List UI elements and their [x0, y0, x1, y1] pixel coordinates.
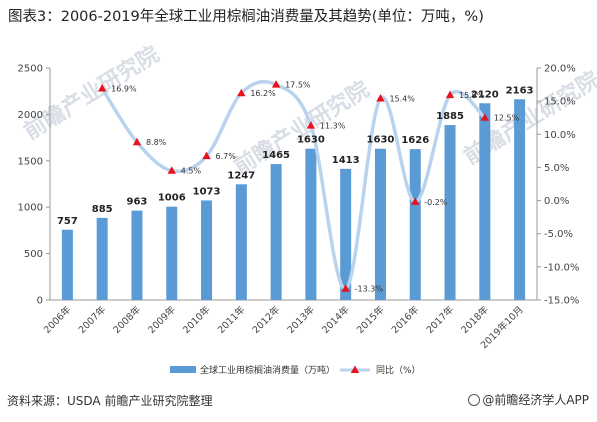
y-left-tick-label: 2500	[18, 64, 43, 75]
growth-value-label: 16.9%	[111, 85, 137, 94]
x-tick-label: 2006年	[41, 303, 74, 336]
growth-marker	[411, 197, 420, 205]
x-tick-label: 2008年	[111, 303, 144, 336]
growth-marker	[480, 113, 490, 121]
x-tick-label: 2014年	[319, 303, 352, 336]
bar-value-label: 1413	[332, 155, 360, 166]
y-left-tick-label: 1000	[18, 203, 43, 214]
x-tick-label: 2015年	[354, 303, 387, 336]
x-tick-label: 2010年	[180, 303, 213, 336]
growth-value-label: -13.3%	[355, 285, 384, 294]
growth-value-label: 6.7%	[216, 152, 237, 161]
bar	[305, 148, 317, 300]
bar-value-label: 1630	[367, 135, 395, 146]
y-right-tick-label: -15.0%	[544, 296, 579, 307]
x-tick-label: 2017年	[424, 303, 457, 336]
growth-marker	[237, 88, 246, 97]
growth-value-label: 16.2%	[250, 89, 276, 98]
bar-value-label: 1630	[297, 135, 325, 146]
growth-value-label: -0.2%	[424, 198, 448, 207]
y-right-tick-label: -5.0%	[544, 229, 573, 240]
growth-marker	[445, 90, 455, 99]
credit-note: @前瞻经济学人APP	[468, 391, 589, 408]
growth-marker	[97, 84, 107, 92]
growth-value-label: 11.3%	[320, 122, 346, 131]
bar	[514, 99, 526, 301]
legend-bar-label: 全球工业用棕榈油消费量（万吨）	[200, 364, 335, 376]
bar-value-label: 885	[92, 204, 113, 215]
y-right-tick-label: 15.0%	[544, 97, 576, 108]
x-tick-label: 2012年	[250, 303, 283, 336]
bar	[479, 103, 491, 300]
growth-line	[100, 80, 487, 291]
bar	[166, 206, 178, 300]
bar-value-label: 2163	[506, 85, 534, 96]
bar	[61, 229, 73, 300]
bar-value-label: 1626	[401, 135, 429, 146]
x-tick-label: 2007年	[76, 303, 109, 336]
growth-value-label: 12.5%	[494, 114, 520, 123]
legend-bar-swatch	[170, 366, 196, 373]
y-left-tick-label: 500	[24, 249, 43, 260]
growth-value-label: 8.8%	[146, 138, 167, 147]
y-left-tick-label: 0	[37, 296, 43, 307]
y-left-tick-label: 2000	[18, 110, 43, 121]
bar-value-label: 1006	[158, 193, 186, 204]
bar	[340, 168, 352, 300]
growth-value-label: 15.4%	[389, 94, 415, 103]
growth-marker	[376, 93, 385, 102]
labels-layer: 757 885 963 1006 1073 1247 1465 1630 1413 1630 162…	[57, 81, 534, 294]
y-right-tick-label: 0.0%	[544, 196, 569, 207]
bar	[201, 200, 213, 300]
x-tick-label: 2018年	[459, 303, 492, 336]
y-right-tick-label: 5.0%	[544, 163, 569, 174]
x-tick-label: 2013年	[285, 303, 318, 336]
growth-value-label: 4.5%	[181, 167, 202, 176]
x-tick-label: 2016年	[389, 303, 422, 336]
bar	[374, 148, 386, 300]
growth-value-label: 17.5%	[285, 81, 311, 90]
chart-title: 图表3：2006-2019年全球工业用棕榈油消费量及其趋势(单位：万吨，%)	[8, 9, 484, 25]
bar-value-label: 1885	[436, 111, 464, 122]
y-right-tick-label: -10.0%	[544, 262, 579, 273]
bar-value-label: 963	[127, 197, 148, 208]
growth-marker	[132, 137, 142, 146]
y-right-tick-label: 10.0%	[544, 130, 576, 141]
bar-value-label: 757	[57, 216, 78, 227]
bar-value-label: 1073	[193, 186, 221, 197]
bars-layer	[61, 99, 526, 301]
logo-icon	[468, 394, 481, 406]
bar	[444, 125, 456, 301]
source-note: 资料来源：USDA 前瞻产业研究院整理	[7, 394, 213, 408]
growth-marker	[306, 121, 316, 129]
growth-marker	[271, 80, 281, 88]
growth-marker	[167, 166, 176, 174]
bar-value-label: 1465	[262, 150, 290, 161]
x-tick-label: 2011年	[215, 303, 248, 336]
bar-value-label: 1247	[227, 170, 255, 181]
growth-marker	[341, 284, 350, 292]
x-tick-label: 2009年	[146, 303, 179, 336]
growth-value-label: 15.9%	[459, 91, 485, 100]
growth-marker	[202, 151, 211, 160]
bar	[131, 210, 143, 300]
y-left-tick-label: 1500	[18, 156, 43, 167]
bar	[96, 217, 108, 300]
bar	[235, 184, 247, 300]
line-layer	[97, 80, 490, 292]
legend: 全球工业用棕榈油消费量（万吨） 同比（%）	[170, 364, 421, 376]
legend-line-marker	[350, 365, 360, 373]
credit-text: @前瞻经济学人APP	[482, 393, 589, 407]
legend-line-label: 同比（%）	[376, 364, 421, 376]
bar-value-label: 2120	[471, 89, 499, 100]
bar	[409, 149, 421, 300]
watermark-text-0: 前瞻产业研究院	[19, 41, 163, 145]
bar	[270, 164, 282, 300]
y-right-tick-label: 20.0%	[544, 64, 576, 75]
